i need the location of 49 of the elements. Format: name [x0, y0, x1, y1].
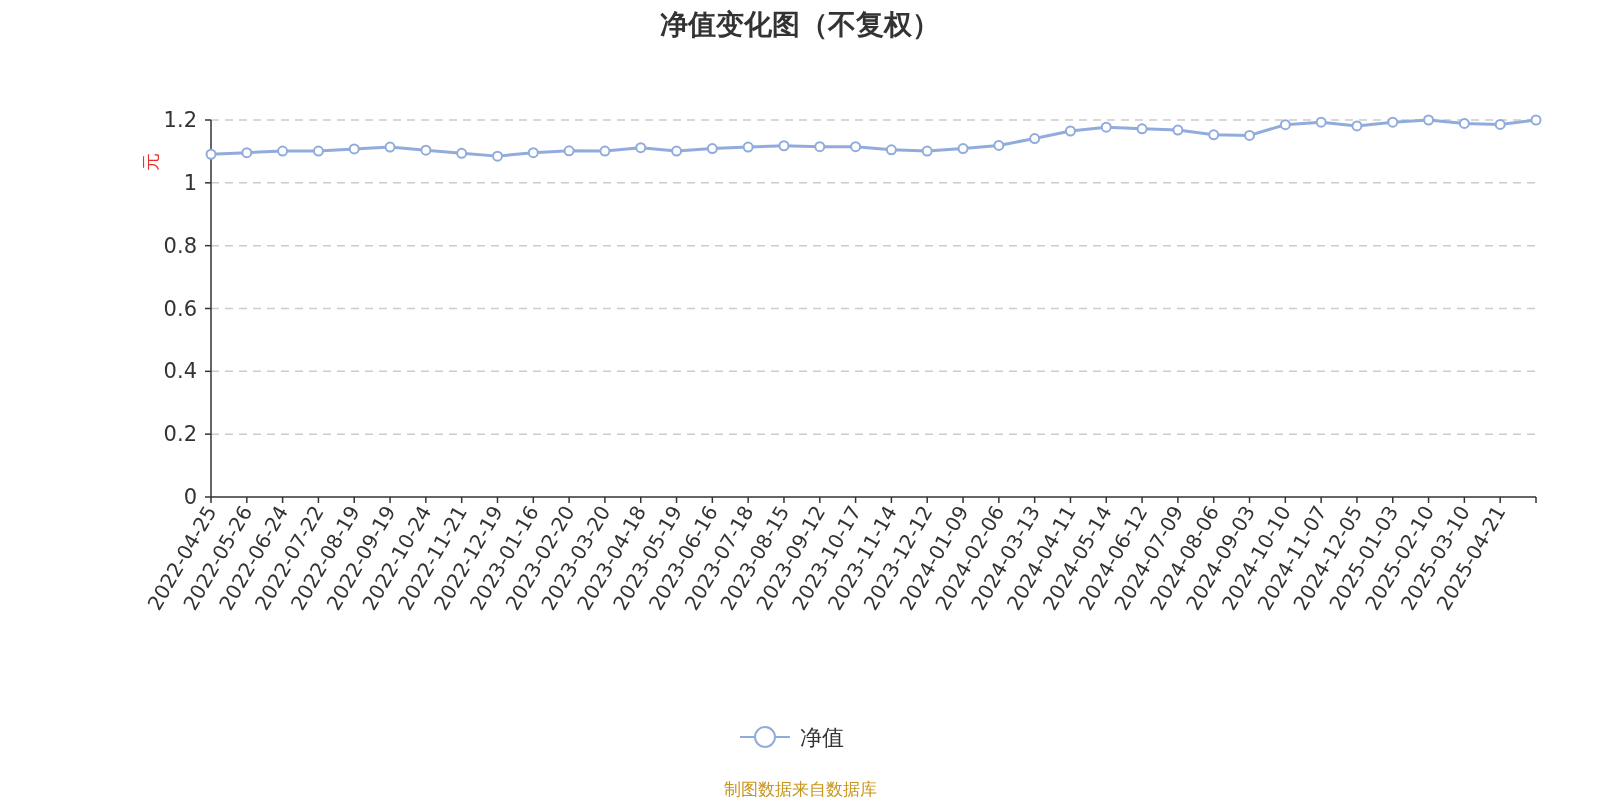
point	[527, 147, 539, 159]
point	[384, 141, 396, 153]
point	[635, 142, 647, 154]
point	[1136, 123, 1148, 135]
point	[1423, 114, 1435, 126]
y-axis-title: 元	[140, 153, 161, 171]
point	[1530, 114, 1542, 126]
point	[706, 143, 718, 155]
point	[1029, 133, 1041, 145]
point	[1208, 129, 1220, 141]
point	[993, 139, 1005, 151]
y-tick-label: 1.2	[163, 108, 197, 132]
point	[814, 141, 826, 153]
point	[921, 145, 933, 157]
point	[348, 143, 360, 155]
point	[778, 140, 790, 152]
legend-label: 净值	[800, 725, 844, 750]
y-tick-label: 1	[183, 170, 197, 195]
point	[671, 145, 683, 157]
point	[1279, 119, 1291, 131]
point	[957, 143, 969, 155]
point	[599, 145, 611, 157]
point	[1064, 125, 1076, 137]
point	[1458, 117, 1470, 129]
point	[491, 150, 503, 162]
y-tick-label: 0	[183, 485, 197, 509]
point	[1315, 116, 1327, 128]
chart-title: 净值变化图（不复权）	[660, 8, 940, 41]
point	[742, 141, 754, 153]
y-tick-label: 0.4	[163, 359, 197, 384]
y-tick-label: 0.2	[163, 422, 197, 447]
point	[1244, 129, 1256, 141]
point	[241, 147, 253, 159]
point	[1494, 118, 1506, 130]
point	[1351, 120, 1363, 132]
point	[1172, 124, 1184, 136]
point	[850, 141, 862, 153]
point	[205, 148, 217, 160]
y-tick-label: 0.6	[163, 296, 197, 321]
y-tick-label: 0.8	[163, 233, 197, 258]
point	[420, 144, 432, 156]
point	[1387, 116, 1399, 128]
text: 制图数据来自数据库	[723, 779, 877, 799]
point	[312, 145, 324, 157]
point	[456, 147, 468, 159]
point	[277, 145, 289, 157]
point	[563, 145, 575, 157]
point	[1100, 121, 1112, 133]
point	[885, 144, 897, 156]
